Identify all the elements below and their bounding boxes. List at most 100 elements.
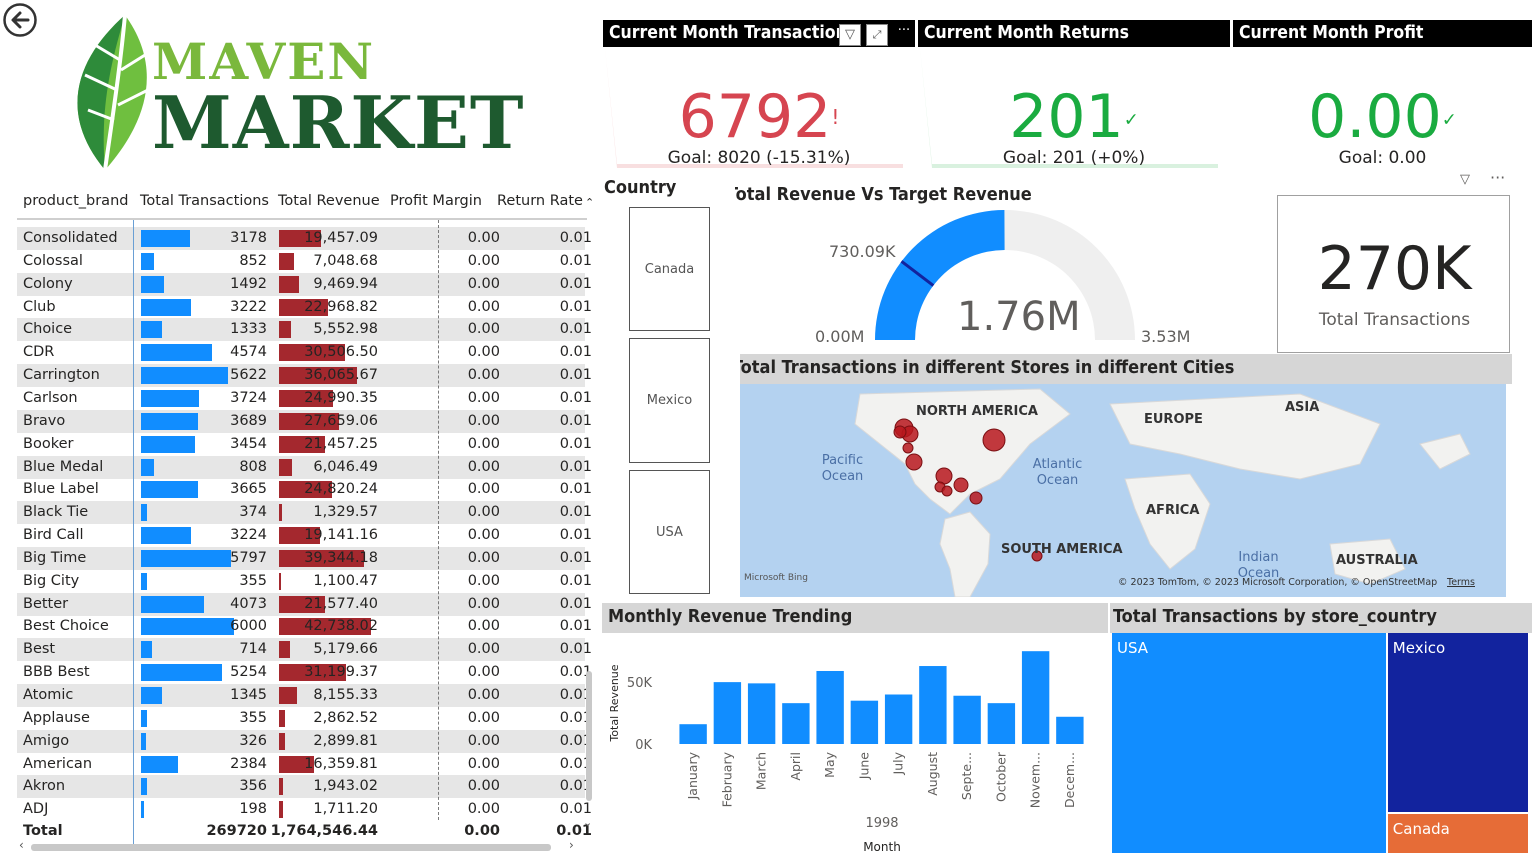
cell-profit-margin: 0.00 [467, 389, 500, 406]
header-total-revenue[interactable]: Total Revenue [278, 193, 380, 209]
cell-brand: American [23, 755, 93, 772]
transactions-data-bar [141, 755, 178, 773]
header-product-brand[interactable]: product_brand [23, 193, 129, 209]
table-row[interactable]: Blue Medal 808 6,046.49 0.00 0.01 [17, 455, 592, 479]
table-row[interactable]: Big Time 5797 39,344.18 0.00 0.01 [17, 546, 592, 570]
cell-revenue: 5,552.98 [313, 321, 378, 338]
table-horizontal-scrollbar[interactable]: ‹ › [17, 838, 582, 856]
cell-transactions: 3178 [230, 230, 267, 246]
table-row[interactable]: Choice 1333 5,552.98 0.00 0.01 [17, 318, 592, 342]
world-map [854, 388, 1471, 597]
table-row[interactable]: Club 3222 22,968.82 0.00 0.01 [17, 296, 592, 319]
revenue-data-bar [279, 641, 291, 659]
scroll-thumb[interactable] [586, 671, 592, 801]
kpi-profit-card[interactable]: Current Month Profit 0.00✓ Goal: 0.00 [1233, 20, 1532, 170]
map-title: Total Transactions in different Stores i… [740, 357, 1235, 378]
treemap-tile-mexico[interactable]: Mexico [1387, 633, 1528, 813]
header-total-transactions[interactable]: Total Transactions [140, 193, 269, 209]
table-row[interactable]: Big City 355 1,100.47 0.00 0.01 [17, 570, 592, 593]
bar [850, 700, 879, 744]
table-row[interactable]: Carlson 3724 24,990.35 0.00 0.01 [17, 387, 592, 410]
scroll-thumb[interactable] [31, 844, 551, 851]
treemap-tile-canada[interactable]: Canada [1387, 814, 1528, 853]
cell-transactions: 6000 [230, 618, 267, 635]
table-row[interactable]: Akron 356 1,943.02 0.00 0.01 [17, 775, 592, 799]
bar [679, 724, 707, 744]
cell-profit-margin: 0.00 [467, 801, 500, 818]
revenue-data-bar [279, 252, 295, 270]
cell-revenue: 2,862.52 [313, 709, 378, 726]
table-row[interactable]: Blue Label 3665 24,820.24 0.00 0.01 [17, 478, 592, 501]
table-vertical-scrollbar[interactable]: ⌄ [583, 196, 595, 831]
bar [747, 683, 776, 744]
cell-brand: Best Choice [23, 618, 109, 635]
header-profit-margin[interactable]: Profit Margin [390, 193, 482, 209]
sort-up-icon[interactable]: ⌃ [585, 196, 595, 209]
slicer-option-canada[interactable]: Canada [629, 207, 710, 331]
bar [713, 682, 742, 744]
revenue-data-bar [279, 481, 333, 499]
table-row[interactable]: CDR 4574 30,506.50 0.00 0.01 [17, 341, 592, 364]
table-row[interactable]: Colony 1492 9,469.94 0.00 0.01 [17, 272, 592, 296]
cell-brand: Bravo [23, 412, 66, 429]
table-row[interactable]: Applause 355 2,862.52 0.00 0.01 [17, 707, 592, 730]
total-transactions-card[interactable]: 270K Total Transactions [1277, 195, 1510, 353]
slicer-option-usa[interactable]: USA [629, 470, 710, 594]
map-terms-link[interactable]: Terms [1447, 577, 1475, 588]
focus-mode-icon[interactable]: ⤢ [866, 24, 888, 46]
kpi-transactions-card[interactable]: Current Month Transactions ▽ ⤢ ··· 6792!… [603, 20, 915, 170]
cell-transactions: 355 [239, 572, 267, 589]
revenue-data-bar [279, 801, 283, 819]
more-options-icon[interactable]: ··· [1490, 168, 1506, 187]
table-row[interactable]: Consolidated 3178 19,457.09 0.00 0.01 [17, 227, 592, 250]
table-row[interactable]: Amigo 326 2,899.81 0.00 0.01 [17, 729, 592, 753]
table-row[interactable]: Best 714 5,179.66 0.00 0.01 [17, 638, 592, 662]
cell-return-rate: 0.01 [559, 755, 592, 772]
table-row[interactable]: Bravo 3689 27,659.06 0.00 0.01 [17, 409, 592, 433]
table-row[interactable]: Best Choice 6000 42,738.02 0.00 0.01 [17, 615, 592, 638]
table-row[interactable]: Black Tie 374 1,329.57 0.00 0.01 [17, 501, 592, 525]
store-map[interactable]: NORTH AMERICA EUROPE ASIA AFRICA SOUTH A… [740, 384, 1506, 597]
filter-icon[interactable]: ▽ [1460, 172, 1470, 187]
warning-icon: ! [831, 105, 840, 129]
slicer-option-mexico[interactable]: Mexico [629, 338, 710, 463]
treemap-tile-usa[interactable]: USA [1112, 633, 1386, 853]
revenue-gauge-visual[interactable]: Total Revenue Vs Target Revenue 730.09K … [735, 180, 1265, 350]
bar [782, 703, 810, 744]
scroll-right-icon[interactable]: › [569, 838, 574, 852]
header-return-rate[interactable]: Return Rate [497, 193, 583, 209]
map-attribution[interactable]: © 2023 TomTom, © 2023 Microsoft Corporat… [1118, 577, 1438, 588]
revenue-data-bar [279, 435, 326, 453]
table-row[interactable]: Bird Call 3224 19,141.16 0.00 0.01 [17, 524, 592, 547]
table-row[interactable]: Atomic 1345 8,155.33 0.00 0.01 [17, 684, 592, 707]
cell-return-rate: 0.01 [559, 504, 592, 521]
table-row[interactable]: Better 4073 21,577.40 0.00 0.01 [17, 592, 592, 616]
table-row[interactable]: BBB Best 5254 31,199.37 0.00 0.01 [17, 661, 592, 684]
monthly-chart-title-bar: Monthly Revenue Trending [602, 603, 1108, 633]
treemap-label: USA [1117, 639, 1149, 657]
map-label-south-america: SOUTH AMERICA [1001, 542, 1123, 557]
table-row[interactable]: American 2384 16,359.81 0.00 0.01 [17, 753, 592, 776]
gauge-target-marker [900, 260, 935, 287]
cell-brand: Choice [23, 321, 73, 338]
table-row[interactable]: Carrington 5622 36,065.67 0.00 0.01 [17, 364, 592, 388]
scroll-left-icon[interactable]: ‹ [19, 838, 24, 852]
table-row[interactable]: Colossal 852 7,048.68 0.00 0.01 [17, 250, 592, 273]
cell-revenue: 16,359.81 [304, 755, 378, 772]
transactions-data-bar [141, 230, 191, 247]
more-options-icon[interactable]: ··· [897, 23, 911, 38]
cell-transactions: 3454 [230, 435, 267, 452]
x-group-label: 1998 [865, 816, 898, 831]
country-treemap[interactable]: USA Mexico Canada [1112, 633, 1528, 853]
cell-return-rate: 0.01 [559, 389, 592, 406]
back-button[interactable] [3, 3, 37, 37]
country-slicer-title: Country [604, 177, 677, 198]
kpi-returns-card[interactable]: Current Month Returns 201✓ Goal: 201 (+0… [918, 20, 1230, 170]
transactions-data-bar [141, 298, 191, 316]
table-row[interactable]: Booker 3454 21,457.25 0.00 0.01 [17, 433, 592, 456]
table-row[interactable]: ADJ 198 1,711.20 0.00 0.01 [17, 798, 592, 821]
filter-icon[interactable]: ▽ [839, 24, 861, 46]
monthly-revenue-chart[interactable]: 0K 50K Total Revenue January February March Ap… [602, 633, 1108, 861]
cell-brand: Colossal [23, 252, 83, 269]
scroll-down-icon[interactable]: ⌄ [583, 816, 593, 829]
